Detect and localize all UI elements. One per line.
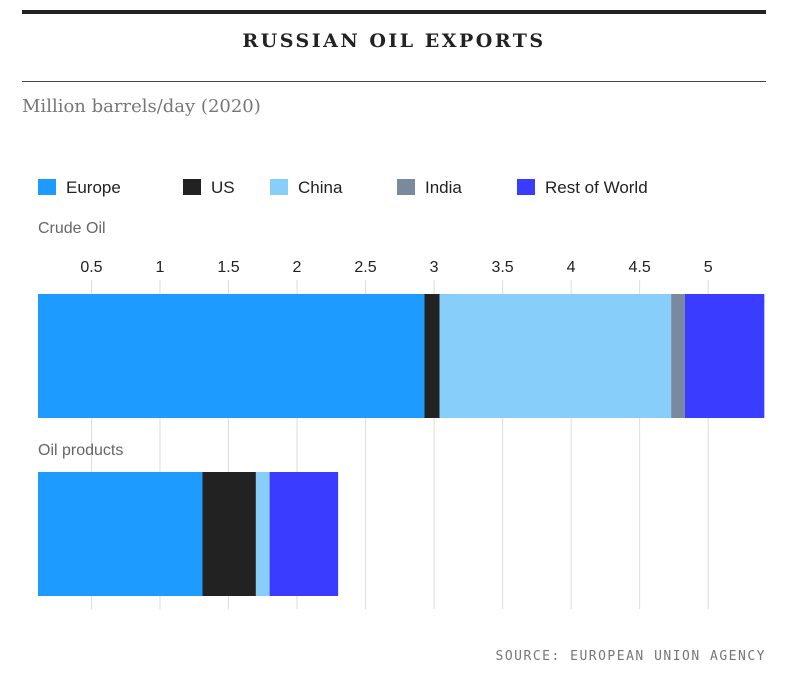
x-tick-label: 3.5 <box>491 259 513 276</box>
x-tick-label: 5 <box>704 259 713 276</box>
x-tick-label: 2 <box>293 259 302 276</box>
x-tick-label: 3 <box>430 259 439 276</box>
x-tick-label: 4.5 <box>628 259 650 276</box>
bar-segment-oil-products-europe <box>38 472 203 596</box>
legend-label-europe: Europe <box>66 178 121 197</box>
bar-segment-oil-products-rest-of-world <box>269 472 339 596</box>
x-tick-label: 1 <box>156 259 165 276</box>
chart-title: RUSSIAN OIL EXPORTS <box>242 30 546 52</box>
legend-swatch-india <box>397 179 415 195</box>
title-divider <box>22 81 766 82</box>
legend-swatch-europe <box>38 179 56 195</box>
legend-label-india: India <box>425 178 462 197</box>
top-rule <box>22 10 766 14</box>
bar-segment-crude-oil-india <box>671 294 685 418</box>
bar-segment-crude-oil-us <box>424 294 440 418</box>
x-tick-label: 0.5 <box>80 259 102 276</box>
bar-segment-crude-oil-rest-of-world <box>684 294 765 418</box>
legend-swatch-us <box>183 179 201 195</box>
legend-swatch-china <box>270 179 288 195</box>
legend-swatch-rest-of-world <box>517 179 535 195</box>
source-note: SOURCE: EUROPEAN UNION AGENCY <box>495 649 766 664</box>
legend-label-china: China <box>298 178 343 197</box>
bar-segment-crude-oil-china <box>439 294 672 418</box>
chart-subtitle: Million barrels/day (2020) <box>22 96 261 117</box>
legend-label-rest-of-world: Rest of World <box>545 178 648 197</box>
category-label-crude-oil: Crude Oil <box>38 220 106 237</box>
bar-segment-oil-products-china <box>255 472 270 596</box>
category-label-oil-products: Oil products <box>38 442 123 459</box>
x-tick-label: 2.5 <box>354 259 376 276</box>
bar-segment-oil-products-us <box>202 472 256 596</box>
x-tick-label: 1.5 <box>217 259 239 276</box>
x-tick-label: 4 <box>567 259 576 276</box>
legend-label-us: US <box>211 178 235 197</box>
bar-segment-crude-oil-europe <box>38 294 425 418</box>
